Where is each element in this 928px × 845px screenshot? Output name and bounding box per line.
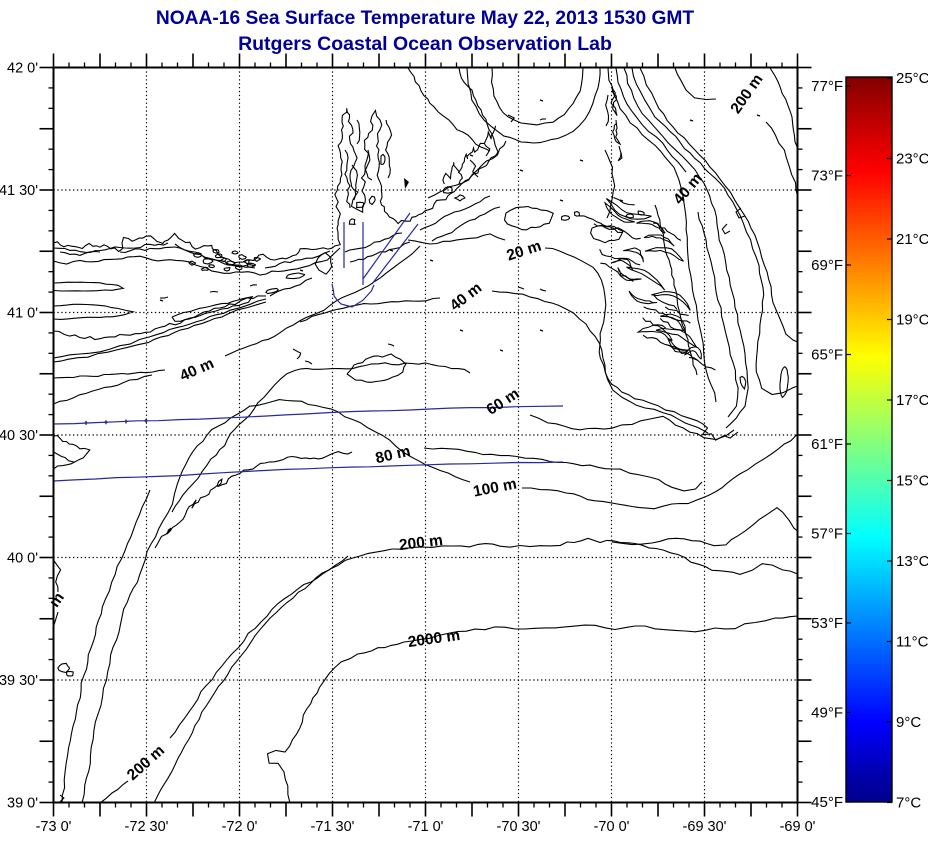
svg-text:61°F: 61°F — [811, 436, 843, 453]
svg-text:41 0': 41 0' — [7, 306, 38, 322]
svg-text:-71 0': -71 0' — [408, 819, 444, 835]
svg-text:19°C: 19°C — [896, 312, 928, 329]
svg-text:Rutgers Coastal Ocean Observat: Rutgers Coastal Ocean Observation Lab — [238, 33, 612, 55]
svg-text:25°C: 25°C — [896, 70, 928, 87]
svg-text:-70 0': -70 0' — [594, 819, 630, 835]
svg-text:-72 0': -72 0' — [222, 819, 258, 835]
svg-text:39 0': 39 0' — [7, 796, 38, 812]
svg-text:41 30': 41 30' — [0, 183, 38, 199]
svg-text:-69 0': -69 0' — [780, 819, 816, 835]
svg-text:15°C: 15°C — [896, 473, 928, 490]
svg-text:-73 0': -73 0' — [36, 819, 72, 835]
svg-text:-70 30': -70 30' — [497, 819, 541, 835]
svg-text:11°C: 11°C — [896, 634, 928, 651]
svg-text:21°C: 21°C — [896, 231, 928, 248]
svg-text:17°C: 17°C — [896, 392, 928, 409]
svg-text:53°F: 53°F — [811, 615, 843, 632]
svg-text:40 30': 40 30' — [0, 428, 38, 444]
svg-text:73°F: 73°F — [811, 168, 843, 185]
svg-text:39 30': 39 30' — [0, 673, 38, 689]
svg-text:-69 30': -69 30' — [683, 819, 727, 835]
svg-text:49°F: 49°F — [811, 705, 843, 722]
svg-text:69°F: 69°F — [811, 257, 843, 274]
svg-text:13°C: 13°C — [896, 553, 928, 570]
svg-text:NOAA-16 Sea Surface Temperatur: NOAA-16 Sea Surface Temperature May 22, … — [156, 8, 694, 29]
svg-text:200 m: 200 m — [398, 532, 444, 554]
svg-text:57°F: 57°F — [811, 526, 843, 543]
svg-text:77°F: 77°F — [811, 78, 843, 95]
svg-text:9°C: 9°C — [896, 714, 921, 731]
svg-text:42 0': 42 0' — [7, 61, 38, 77]
svg-text:45°F: 45°F — [811, 794, 843, 811]
svg-text:-72 30': -72 30' — [125, 819, 169, 835]
svg-text:65°F: 65°F — [811, 347, 843, 364]
svg-text:40 0': 40 0' — [7, 551, 38, 567]
svg-text:7°C: 7°C — [896, 795, 921, 812]
svg-text:23°C: 23°C — [896, 151, 928, 168]
svg-text:-71 30': -71 30' — [311, 819, 355, 835]
